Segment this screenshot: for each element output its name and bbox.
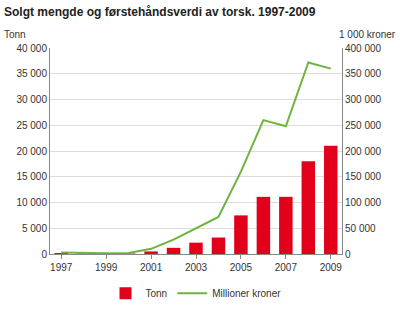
svg-text:2007: 2007 <box>275 262 298 273</box>
svg-text:40 000: 40 000 <box>16 43 47 54</box>
svg-text:2009: 2009 <box>320 262 343 273</box>
svg-text:Tonn: Tonn <box>146 288 168 299</box>
svg-text:30 000: 30 000 <box>16 94 47 105</box>
svg-text:1999: 1999 <box>95 262 118 273</box>
svg-text:5 000: 5 000 <box>22 223 47 234</box>
svg-text:100 000: 100 000 <box>345 197 382 208</box>
svg-text:1 000 kroner: 1 000 kroner <box>339 29 396 40</box>
svg-text:400 000: 400 000 <box>345 43 382 54</box>
svg-text:1997: 1997 <box>50 262 73 273</box>
svg-text:35 000: 35 000 <box>16 68 47 79</box>
svg-text:Solgt mengde og førstehåndsver: Solgt mengde og førstehåndsverdi av tors… <box>4 5 316 19</box>
svg-text:2005: 2005 <box>230 262 253 273</box>
svg-text:Millioner kroner: Millioner kroner <box>212 288 281 299</box>
svg-text:25 000: 25 000 <box>16 120 47 131</box>
svg-text:2001: 2001 <box>140 262 163 273</box>
svg-text:250 000: 250 000 <box>345 120 382 131</box>
svg-text:50 000: 50 000 <box>345 223 376 234</box>
svg-text:2003: 2003 <box>185 262 208 273</box>
svg-text:200 000: 200 000 <box>345 146 382 157</box>
svg-text:20 000: 20 000 <box>16 146 47 157</box>
svg-text:Tonn: Tonn <box>4 29 26 40</box>
svg-text:0: 0 <box>41 249 47 260</box>
svg-text:15 000: 15 000 <box>16 171 47 182</box>
svg-text:300 000: 300 000 <box>345 94 382 105</box>
svg-text:150 000: 150 000 <box>345 171 382 182</box>
svg-text:350 000: 350 000 <box>345 68 382 79</box>
svg-text:0: 0 <box>345 249 351 260</box>
svg-text:10 000: 10 000 <box>16 197 47 208</box>
